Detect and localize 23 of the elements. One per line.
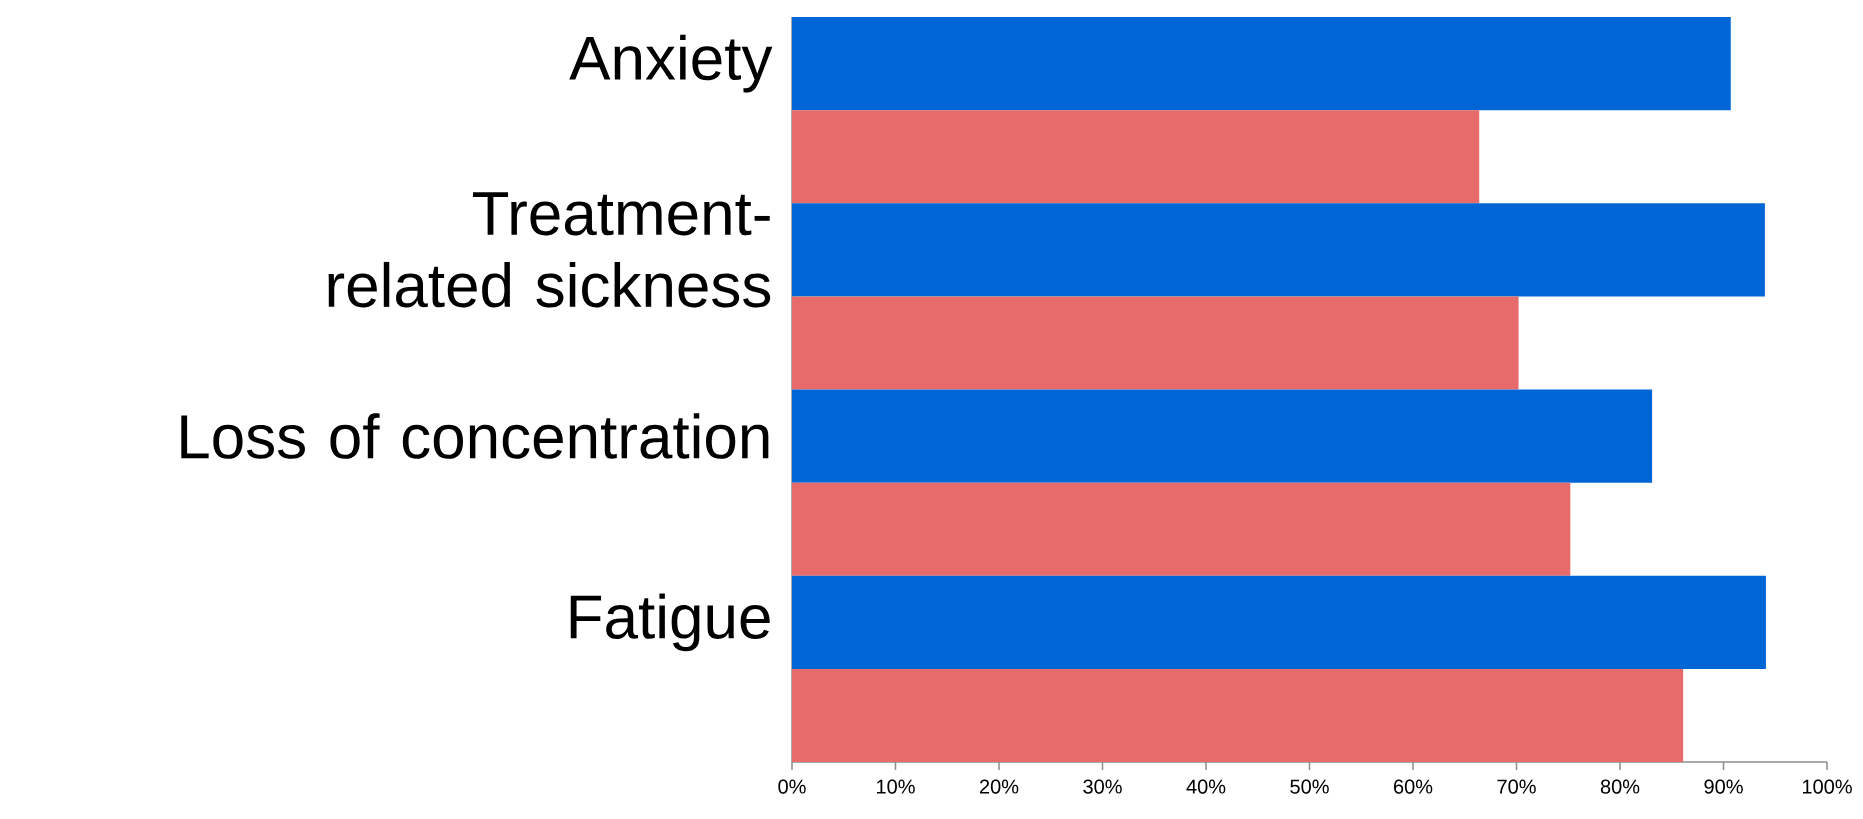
x-tick-label: 70% xyxy=(1497,779,1536,794)
x-tick-label: 10% xyxy=(877,779,915,794)
y-tick-label: Loss of concentration xyxy=(181,413,769,459)
x-tick-label: 0% xyxy=(778,779,806,794)
x-tick-label: 40% xyxy=(1186,779,1226,794)
y-tick-label: Treatment-related sickness xyxy=(328,192,771,308)
x-tick-label: 20% xyxy=(979,779,1019,794)
bar xyxy=(792,296,1519,390)
bar xyxy=(792,668,1684,763)
x-tick-label: 60% xyxy=(1394,779,1433,794)
x-tick-label: 90% xyxy=(1704,779,1743,794)
bar xyxy=(792,482,1571,576)
y-tick-label: Fatigue xyxy=(570,593,770,652)
bar xyxy=(792,203,1765,297)
bar xyxy=(792,17,1731,111)
x-tick-label: 30% xyxy=(1083,779,1122,794)
x-tick-label: 100% xyxy=(1802,779,1852,794)
x-tick-label: 80% xyxy=(1600,779,1640,794)
y-tick-label: Anxiety xyxy=(569,34,773,93)
bar xyxy=(792,110,1480,204)
bar xyxy=(792,389,1653,483)
x-tick-label: 50% xyxy=(1290,779,1329,794)
bar xyxy=(792,575,1766,669)
